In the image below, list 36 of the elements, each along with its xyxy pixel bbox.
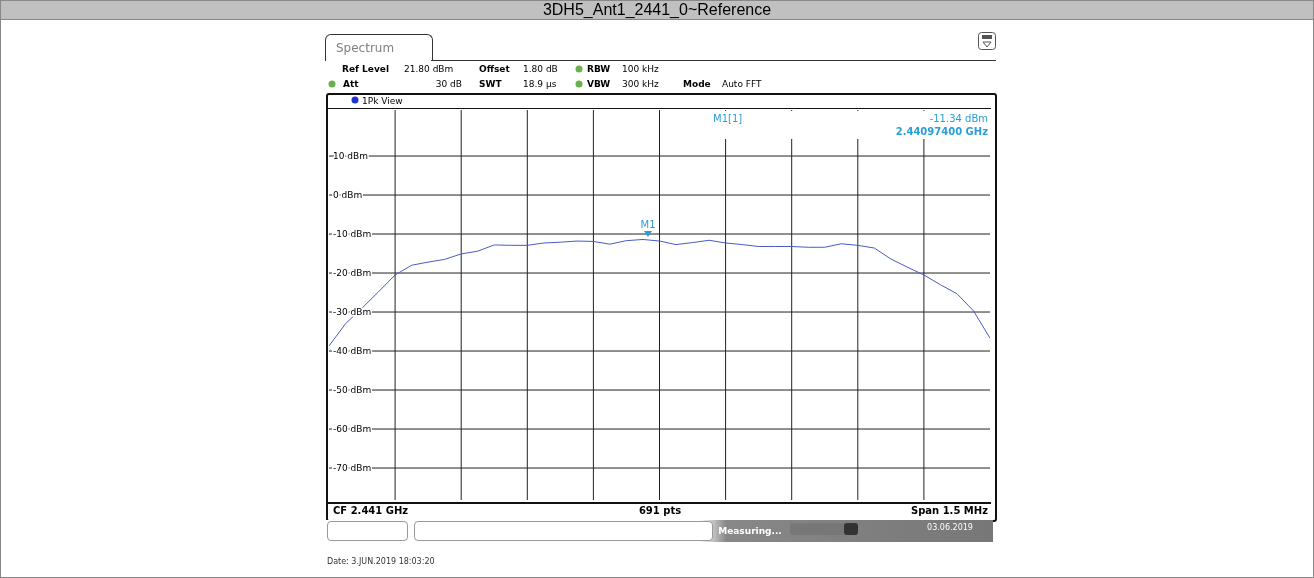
y-tick-label: -60 dBm bbox=[333, 424, 372, 435]
y-tick-label: 0 dBm bbox=[333, 190, 363, 201]
text: 300 kHz bbox=[622, 79, 660, 89]
text: 691 pts bbox=[638, 505, 682, 516]
text: Offset bbox=[479, 64, 511, 74]
annotation: M1[1] bbox=[713, 113, 743, 124]
text: Ref Level bbox=[342, 64, 389, 74]
chart-title: 3DH5_Ant1_2441_0~Reference bbox=[1, 1, 1313, 20]
text: Measuring... bbox=[718, 526, 782, 536]
text: CF 2.441 GHz bbox=[333, 505, 409, 516]
text: Spectrum bbox=[336, 41, 395, 55]
text: Date: 3.JUN.2019 18:03:20 bbox=[327, 557, 435, 566]
text: 1.80 dB bbox=[523, 64, 558, 74]
text: 21.80 dBm bbox=[404, 64, 454, 74]
y-tick-label: -70 dBm bbox=[333, 463, 372, 474]
text: 03.06.2019 bbox=[927, 523, 973, 532]
text: 1Pk View bbox=[362, 96, 403, 106]
text: SWT bbox=[479, 79, 503, 89]
annotation: M1 bbox=[640, 219, 656, 230]
text: 30 dB bbox=[435, 79, 462, 89]
text: 100 kHz bbox=[622, 64, 660, 74]
y-tick-label: -20 dBm bbox=[333, 268, 372, 279]
annotation: 2.44097400 GHz bbox=[895, 126, 989, 137]
y-tick-label: 10 dBm bbox=[333, 151, 368, 162]
text: RBW bbox=[587, 64, 611, 74]
text: Mode bbox=[683, 79, 711, 89]
text: VBW bbox=[587, 79, 611, 89]
line-series bbox=[329, 238, 990, 347]
text: Span 1.5 MHz bbox=[910, 505, 989, 516]
y-tick-label: -10 dBm bbox=[333, 229, 372, 240]
annotation: -11.34 dBm bbox=[929, 113, 988, 124]
y-tick-label: -40 dBm bbox=[333, 346, 372, 357]
text: Att bbox=[343, 79, 360, 89]
y-tick-label: -50 dBm bbox=[333, 385, 372, 396]
text: 18.9 µs bbox=[523, 79, 557, 89]
text: Auto FFT bbox=[722, 79, 762, 89]
